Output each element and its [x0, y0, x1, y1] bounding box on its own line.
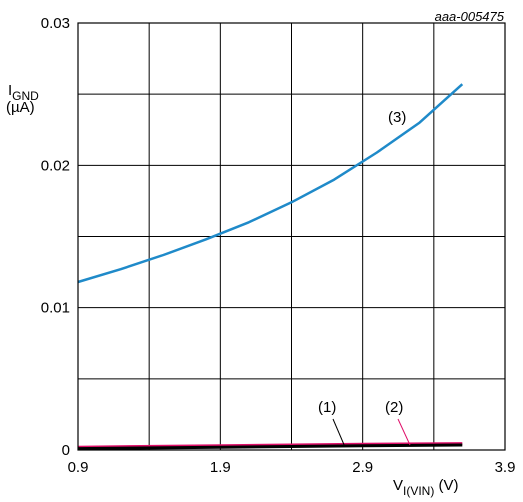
- series-line: [77, 83, 464, 284]
- series-label-2-leader: [397, 418, 411, 446]
- y-tick-label: 0.01: [41, 300, 70, 317]
- x-tick-label: 1.9: [210, 459, 231, 476]
- grid: [78, 23, 505, 450]
- x-tick-label: 0.9: [68, 459, 89, 476]
- series-label-1-leader: [332, 418, 346, 448]
- y-tick-label: 0.02: [41, 157, 70, 174]
- x-axis-label-sub: I(VIN): [403, 484, 434, 498]
- x-axis-label-main: V: [393, 477, 403, 494]
- y-axis-label-main: I: [8, 82, 12, 99]
- figure-id-annotation: aaa-005475: [435, 9, 505, 24]
- series-label-1: (1): [318, 399, 336, 416]
- plot-frame: [77, 22, 506, 451]
- y-axis-label-sub: GND: [12, 89, 39, 103]
- y-axis-label: IGND: [8, 82, 39, 103]
- series-line: [77, 443, 463, 451]
- y-axis-unit: (µA): [6, 99, 35, 116]
- series-labels: (1) (2) (3): [318, 109, 411, 448]
- x-axis-label: VI(VIN) (V): [393, 477, 459, 498]
- x-tick-label: 3.9: [495, 459, 516, 476]
- x-axis-label-unit: (V): [434, 477, 458, 494]
- y-tick-label: 0.03: [41, 15, 70, 32]
- x-tick-label: 2.9: [352, 459, 373, 476]
- series-label-3: (3): [388, 109, 406, 126]
- series-group: [77, 83, 464, 451]
- y-tick-label: 0: [62, 442, 70, 459]
- series-label-2: (2): [385, 399, 403, 416]
- tick-labels: 0.9 1.9 2.9 3.9 0 0.01 0.02 0.03: [41, 15, 516, 476]
